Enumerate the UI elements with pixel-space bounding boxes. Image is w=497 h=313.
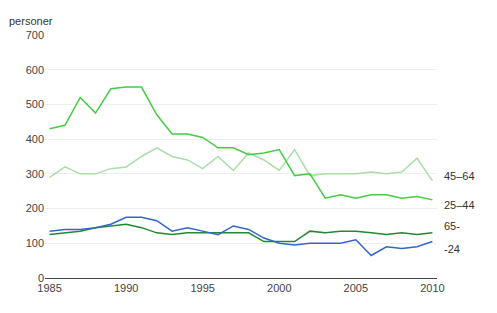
svg-text:1990: 1990 [114, 282, 138, 294]
svg-text:personer: personer [9, 15, 53, 27]
svg-text:1985: 1985 [37, 282, 61, 294]
svg-text:-24: -24 [444, 243, 460, 255]
svg-text:25–44: 25–44 [444, 199, 475, 211]
svg-text:2000: 2000 [267, 282, 291, 294]
svg-text:600: 600 [26, 64, 44, 76]
svg-text:65-: 65- [444, 220, 460, 232]
svg-text:400: 400 [26, 133, 44, 145]
svg-text:0: 0 [38, 272, 44, 284]
svg-text:700: 700 [26, 29, 44, 41]
svg-text:45–64: 45–64 [444, 170, 475, 182]
svg-text:100: 100 [26, 237, 44, 249]
svg-text:2010: 2010 [420, 282, 444, 294]
svg-text:300: 300 [26, 168, 44, 180]
svg-text:1995: 1995 [190, 282, 214, 294]
svg-text:2005: 2005 [344, 282, 368, 294]
svg-text:200: 200 [26, 202, 44, 214]
svg-text:500: 500 [26, 98, 44, 110]
